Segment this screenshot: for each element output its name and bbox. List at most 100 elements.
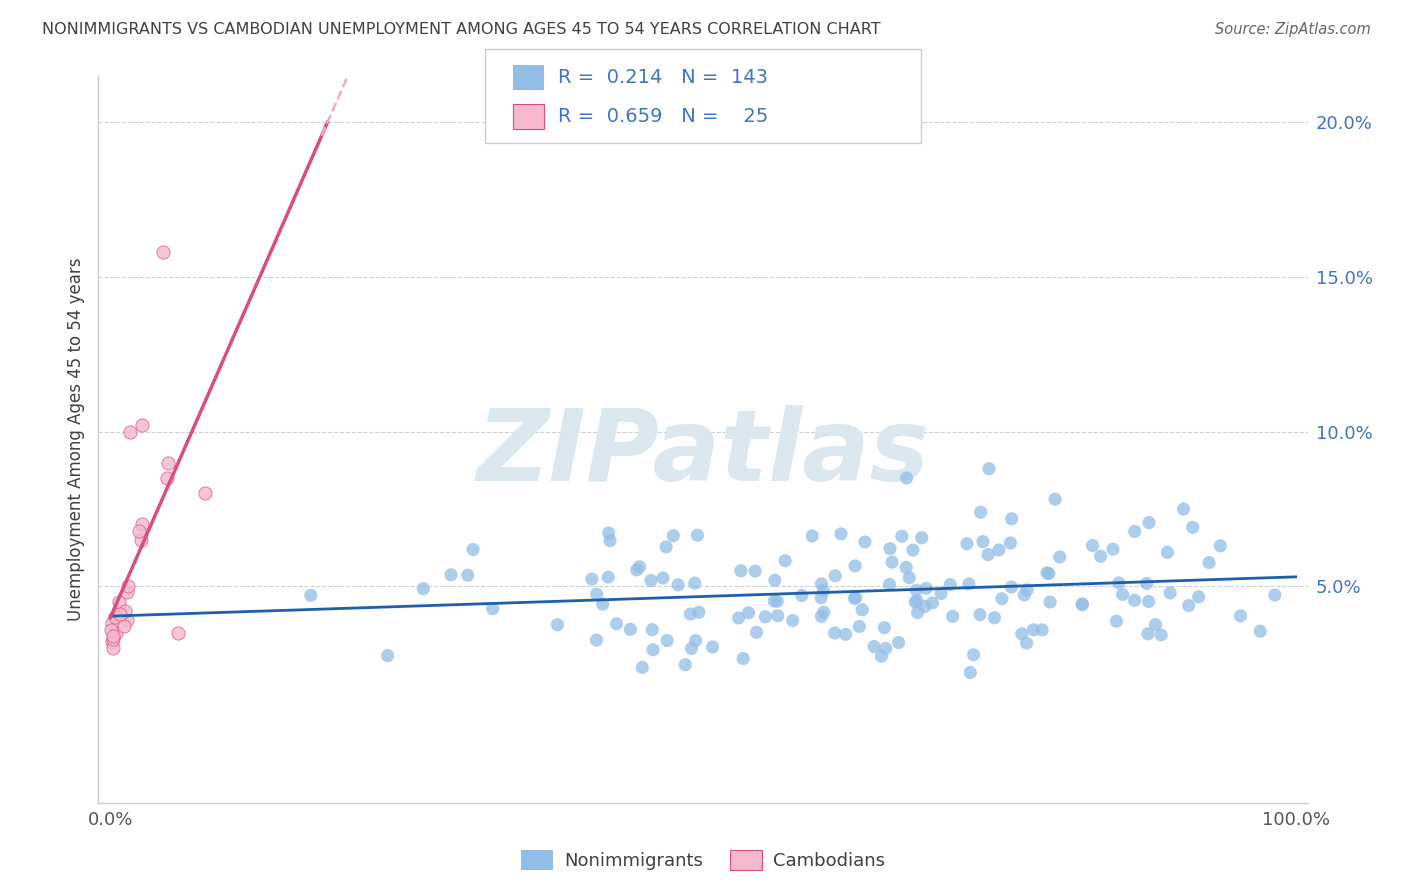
Point: [114, 604, 136, 618]
Point: [844, 558, 866, 573]
Point: [194, 486, 217, 500]
Point: [1011, 627, 1033, 641]
Point: [167, 625, 190, 640]
Point: [103, 641, 125, 656]
Point: [782, 614, 804, 628]
Point: [969, 607, 991, 622]
Point: [766, 608, 789, 623]
Point: [657, 633, 679, 648]
Point: [810, 577, 832, 591]
Point: [592, 597, 614, 611]
Point: [1123, 593, 1146, 607]
Point: [1015, 636, 1038, 650]
Point: [896, 471, 918, 485]
Point: [598, 526, 620, 541]
Point: [1177, 599, 1199, 613]
Point: [962, 648, 984, 662]
Point: [1090, 549, 1112, 564]
Point: [598, 570, 620, 584]
Point: [581, 572, 603, 586]
Point: [824, 569, 846, 583]
Point: [853, 535, 876, 549]
Point: [801, 529, 824, 543]
Point: [1198, 556, 1220, 570]
Point: [107, 595, 129, 609]
Point: [412, 582, 434, 596]
Point: [730, 564, 752, 578]
Point: [101, 635, 124, 649]
Point: [1249, 624, 1271, 639]
Text: R =  0.659   N =    25: R = 0.659 N = 25: [558, 107, 769, 127]
Point: [1049, 549, 1071, 564]
Y-axis label: Unemployment Among Ages 45 to 54 years: Unemployment Among Ages 45 to 54 years: [66, 258, 84, 621]
Point: [810, 609, 832, 624]
Point: [929, 586, 952, 600]
Point: [983, 611, 1005, 625]
Point: [763, 573, 786, 587]
Point: [1043, 492, 1066, 507]
Point: [959, 665, 981, 680]
Point: [1014, 588, 1036, 602]
Point: [599, 533, 621, 548]
Point: [457, 568, 479, 582]
Point: [1039, 595, 1062, 609]
Point: [156, 456, 179, 470]
Point: [845, 591, 868, 605]
Point: [956, 537, 979, 551]
Point: [1022, 623, 1045, 637]
Point: [681, 641, 703, 656]
Point: [1150, 628, 1173, 642]
Point: [377, 648, 399, 663]
Point: [103, 610, 125, 624]
Point: [1137, 594, 1160, 608]
Point: [546, 617, 568, 632]
Point: [744, 564, 766, 578]
Point: [702, 640, 724, 654]
Point: [904, 595, 927, 609]
Point: [481, 601, 503, 615]
Point: [585, 587, 607, 601]
Point: [1000, 580, 1022, 594]
Point: [1112, 587, 1135, 601]
Point: [1188, 590, 1211, 604]
Point: [100, 623, 122, 637]
Point: [131, 418, 153, 433]
Point: [987, 543, 1010, 558]
Point: [972, 534, 994, 549]
Point: [666, 578, 689, 592]
Point: [824, 626, 846, 640]
Point: [880, 555, 903, 569]
Point: [1136, 576, 1159, 591]
Point: [440, 567, 463, 582]
Point: [969, 505, 991, 519]
Point: [1105, 614, 1128, 628]
Point: [1000, 512, 1022, 526]
Point: [115, 613, 138, 627]
Point: [131, 517, 153, 532]
Point: [1071, 598, 1094, 612]
Point: [1038, 566, 1060, 581]
Point: [619, 623, 641, 637]
Point: [128, 524, 150, 538]
Point: [1144, 617, 1167, 632]
Point: [110, 607, 132, 621]
Point: [655, 540, 678, 554]
Point: [1173, 502, 1195, 516]
Point: [118, 425, 141, 439]
Legend: Nonimmigrants, Cambodians: Nonimmigrants, Cambodians: [513, 843, 893, 878]
Point: [1108, 575, 1130, 590]
Point: [1209, 539, 1232, 553]
Point: [810, 591, 832, 605]
Point: [673, 657, 696, 672]
Point: [1159, 586, 1181, 600]
Point: [641, 642, 664, 657]
Point: [942, 609, 965, 624]
Point: [156, 471, 179, 485]
Point: [766, 594, 789, 608]
Point: [773, 554, 796, 568]
Point: [1000, 536, 1022, 550]
Point: [112, 619, 135, 633]
Text: NONIMMIGRANTS VS CAMBODIAN UNEMPLOYMENT AMONG AGES 45 TO 54 YEARS CORRELATION CH: NONIMMIGRANTS VS CAMBODIAN UNEMPLOYMENT …: [42, 22, 880, 37]
Point: [1081, 539, 1104, 553]
Point: [745, 625, 768, 640]
